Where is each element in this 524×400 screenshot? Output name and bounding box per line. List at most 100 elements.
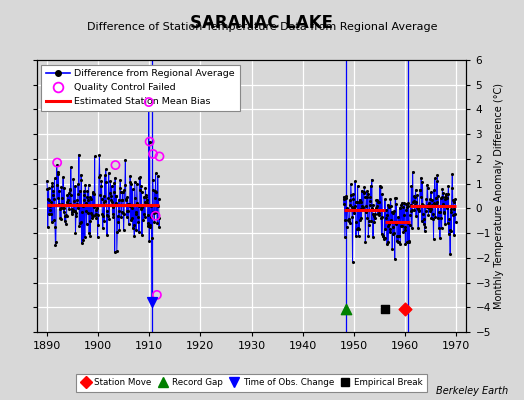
Point xyxy=(363,194,371,200)
Point xyxy=(65,206,73,212)
Point xyxy=(399,204,407,210)
Point xyxy=(107,192,115,199)
Point xyxy=(352,233,360,239)
Point xyxy=(395,233,403,239)
Point xyxy=(77,172,85,178)
Point xyxy=(154,203,162,209)
Point xyxy=(350,210,358,216)
Point xyxy=(407,208,415,214)
Point xyxy=(398,219,407,226)
Point xyxy=(93,233,102,240)
Point xyxy=(421,203,429,209)
Point xyxy=(80,188,88,195)
Point xyxy=(368,202,377,208)
Point xyxy=(93,202,102,208)
Point xyxy=(380,306,389,312)
Point xyxy=(44,196,52,202)
Point xyxy=(155,153,163,160)
Point xyxy=(146,138,154,145)
Point xyxy=(404,220,412,226)
Point xyxy=(146,224,155,230)
Point xyxy=(123,194,132,200)
Point xyxy=(382,215,390,221)
Point xyxy=(418,218,426,224)
Point xyxy=(80,192,89,199)
Point xyxy=(403,203,412,209)
Point xyxy=(86,218,94,224)
Point xyxy=(356,196,364,203)
Point xyxy=(428,197,436,203)
Point xyxy=(105,202,114,208)
Point xyxy=(378,191,386,197)
Point xyxy=(63,191,72,198)
Point xyxy=(48,219,56,225)
Point xyxy=(81,182,90,188)
Point xyxy=(341,217,350,223)
Point xyxy=(349,190,357,197)
Point xyxy=(116,176,124,183)
Point xyxy=(436,195,445,201)
Point xyxy=(411,202,419,208)
Point xyxy=(95,151,104,158)
Point xyxy=(141,214,149,220)
Point xyxy=(401,224,409,230)
Point xyxy=(344,218,353,224)
Point xyxy=(358,187,366,194)
Point xyxy=(134,203,143,209)
Point xyxy=(125,203,134,210)
Point xyxy=(97,196,106,202)
Point xyxy=(104,195,113,201)
Point xyxy=(376,182,384,189)
Point xyxy=(66,186,74,193)
Point xyxy=(359,190,368,196)
Point xyxy=(436,235,444,241)
Point xyxy=(71,230,80,236)
Point xyxy=(371,215,379,221)
Point xyxy=(377,230,386,237)
Point xyxy=(127,215,136,221)
Point xyxy=(47,199,56,206)
Point xyxy=(400,226,409,233)
Point xyxy=(52,202,60,208)
Point xyxy=(128,204,136,211)
Point xyxy=(351,199,359,206)
Point xyxy=(148,299,156,305)
Point xyxy=(50,175,59,182)
Point xyxy=(112,193,121,199)
Point xyxy=(151,170,160,176)
Point xyxy=(76,220,84,226)
Point xyxy=(118,189,127,195)
Point xyxy=(401,306,409,312)
Point xyxy=(70,208,79,214)
Point xyxy=(70,198,79,204)
Point xyxy=(412,198,421,205)
Point xyxy=(367,182,375,189)
Point xyxy=(425,208,434,214)
Point xyxy=(51,242,60,248)
Point xyxy=(381,226,389,232)
Point xyxy=(139,211,148,217)
Point xyxy=(134,219,143,225)
Point xyxy=(451,196,460,202)
Point xyxy=(358,204,367,210)
Point xyxy=(100,218,108,224)
Point xyxy=(88,212,96,218)
Point xyxy=(346,202,355,208)
Point xyxy=(452,219,460,226)
Point xyxy=(68,206,77,212)
Point xyxy=(434,208,443,215)
Point xyxy=(391,195,399,201)
Point xyxy=(43,186,51,192)
Point xyxy=(342,193,351,199)
Point xyxy=(342,195,350,202)
Point xyxy=(387,203,395,209)
Point xyxy=(347,191,355,198)
Point xyxy=(363,215,372,221)
Point xyxy=(82,200,90,206)
Point xyxy=(90,191,98,197)
Point xyxy=(59,204,67,211)
Point xyxy=(450,206,458,212)
Point xyxy=(135,174,144,181)
Point xyxy=(53,168,62,175)
Point xyxy=(64,190,73,196)
